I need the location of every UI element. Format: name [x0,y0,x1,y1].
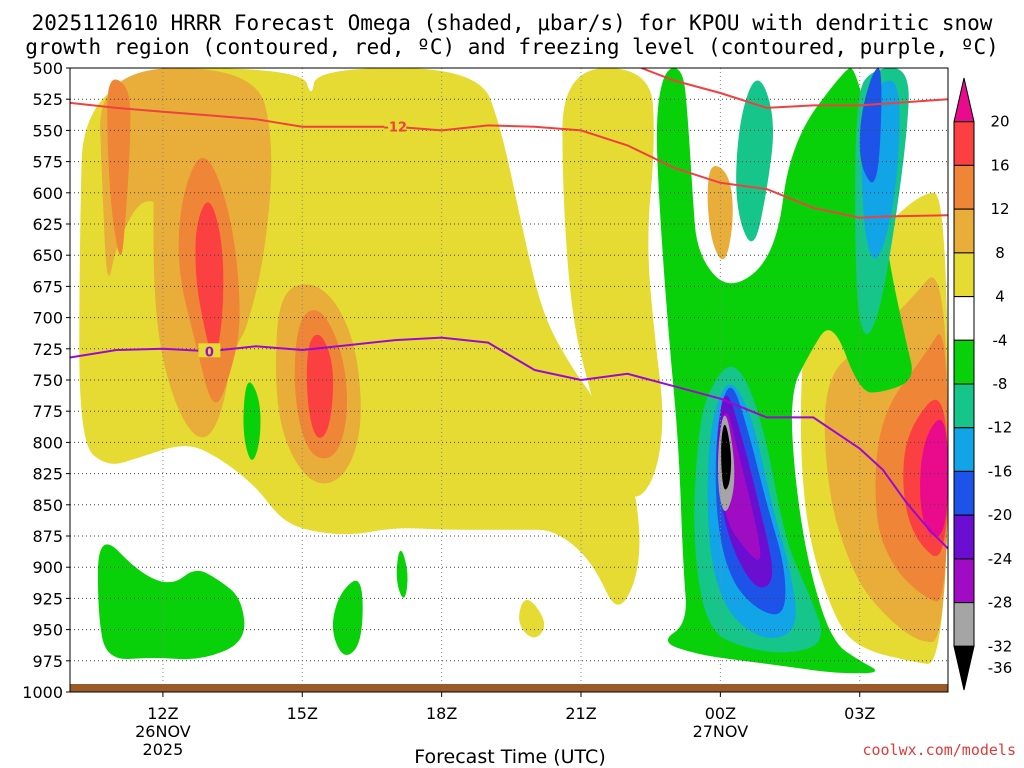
colorbar-swatch [953,383,975,429]
y-tick-label: 800 [32,433,63,452]
colorbar-swatch [953,514,975,560]
colorbar-label: -12 [988,419,1013,437]
chart-title-line1: 2025112610 HRRR Forecast Omega (shaded, … [32,11,993,35]
dendritic-contour-0-label: -12 [383,121,407,136]
colorbar-swatch [953,602,975,647]
y-tick-label: 525 [32,90,63,109]
colorbar-swatch [953,121,975,166]
omega-region-17 [97,544,245,660]
freezing-level-label: 0 [205,345,214,360]
x-tick-label: 12Z [147,704,178,723]
x-tick-label: 15Z [287,704,318,723]
colorbar-label: -24 [988,550,1013,568]
y-tick-label: 750 [32,371,63,390]
y-tick-label: 975 [32,652,63,671]
colorbar-swatch [953,296,975,341]
y-tick-label: 775 [32,402,63,421]
omega-region-13 [195,202,224,357]
omega-region-2 [519,600,545,638]
y-tick-label: 700 [32,309,63,328]
colorbar-swatch [953,558,975,604]
terrain-bar [70,684,948,692]
dendritic-contour-1 [641,68,948,109]
x-tick-label: 18Z [426,704,457,723]
x-tick-date: 27NOV [693,722,749,741]
omega-region-32 [721,424,732,490]
omega-region-28 [859,68,882,183]
y-tick-label: 950 [32,621,63,640]
colorbar-label: -16 [988,462,1013,480]
y-tick-label: 925 [32,589,63,608]
y-tick-label: 675 [32,277,63,296]
omega-region-23 [736,80,774,242]
y-tick-label: 875 [32,527,63,546]
x-tick-date: 26NOV [135,722,191,741]
colorbar-swatch [953,427,975,472]
omega-region-19 [243,382,261,460]
colorbar-swatch [953,77,975,123]
y-tick-label: 575 [32,153,63,172]
y-tick-label: 650 [32,246,63,265]
credit-text: coolwx.com/models [862,741,1016,759]
x-tick-year: 2025 [143,740,184,759]
x-tick-label: 00Z [705,704,736,723]
colorbar: 20 16 12 8 4 -4 -8 -12 -16 -20 -24 -28 -32 -36 [953,77,1013,691]
colorbar-swatch [953,645,975,691]
omega-region-1 [562,68,663,497]
x-tick-label: 03Z [844,704,875,723]
colorbar-label: 4 [995,288,1005,306]
freezing-level-label-bg [198,343,221,358]
omega-region-18 [332,580,363,655]
x-axis-label: Forecast Time (UTC) [414,746,605,768]
y-tick-label: 725 [32,340,63,359]
colorbar-label: 12 [990,200,1009,218]
colorbar-label: -8 [993,375,1008,393]
colorbar-swatch [953,164,975,210]
chart-title-line2: growth region (contoured, red, ºC) and f… [25,35,999,59]
y-axis: 500 525 550 575 600 625 650 675 700 725 750 775 800 8… [22,59,70,702]
freezing-level-line [70,336,948,550]
y-tick-label: 1000 [22,683,63,702]
colorbar-swatch [953,470,975,516]
y-tick-label: 550 [32,121,63,140]
y-tick-label: 600 [32,184,63,203]
colorbar-swatch [953,252,975,298]
omega-region-14 [306,334,334,438]
y-tick-label: 900 [32,558,63,577]
y-tick-label: 850 [32,496,63,515]
colorbar-label: -36 [988,659,1013,677]
colorbar-label: 8 [995,244,1005,262]
colorbar-label: 20 [990,113,1009,131]
contour-lines: -12 0 [70,68,948,550]
colorbar-label: -4 [993,331,1008,349]
colorbar-label: -32 [988,637,1013,655]
omega-region-16 [920,419,948,537]
y-tick-label: 500 [32,59,63,78]
colorbar-swatch [953,208,975,254]
dendritic-contour-0 [70,101,948,219]
x-tick-label: 21Z [565,704,596,723]
omega-shading [79,68,948,674]
y-tick-label: 825 [32,465,63,484]
dendritic-contour-0-label-bg [384,118,407,133]
colorbar-label: 16 [990,156,1009,174]
omega-region-20 [396,550,408,598]
colorbar-swatch [953,339,975,385]
colorbar-label: -20 [988,506,1013,524]
omega-region-9 [107,79,131,256]
y-tick-label: 625 [32,215,63,234]
colorbar-label: -28 [988,594,1013,612]
